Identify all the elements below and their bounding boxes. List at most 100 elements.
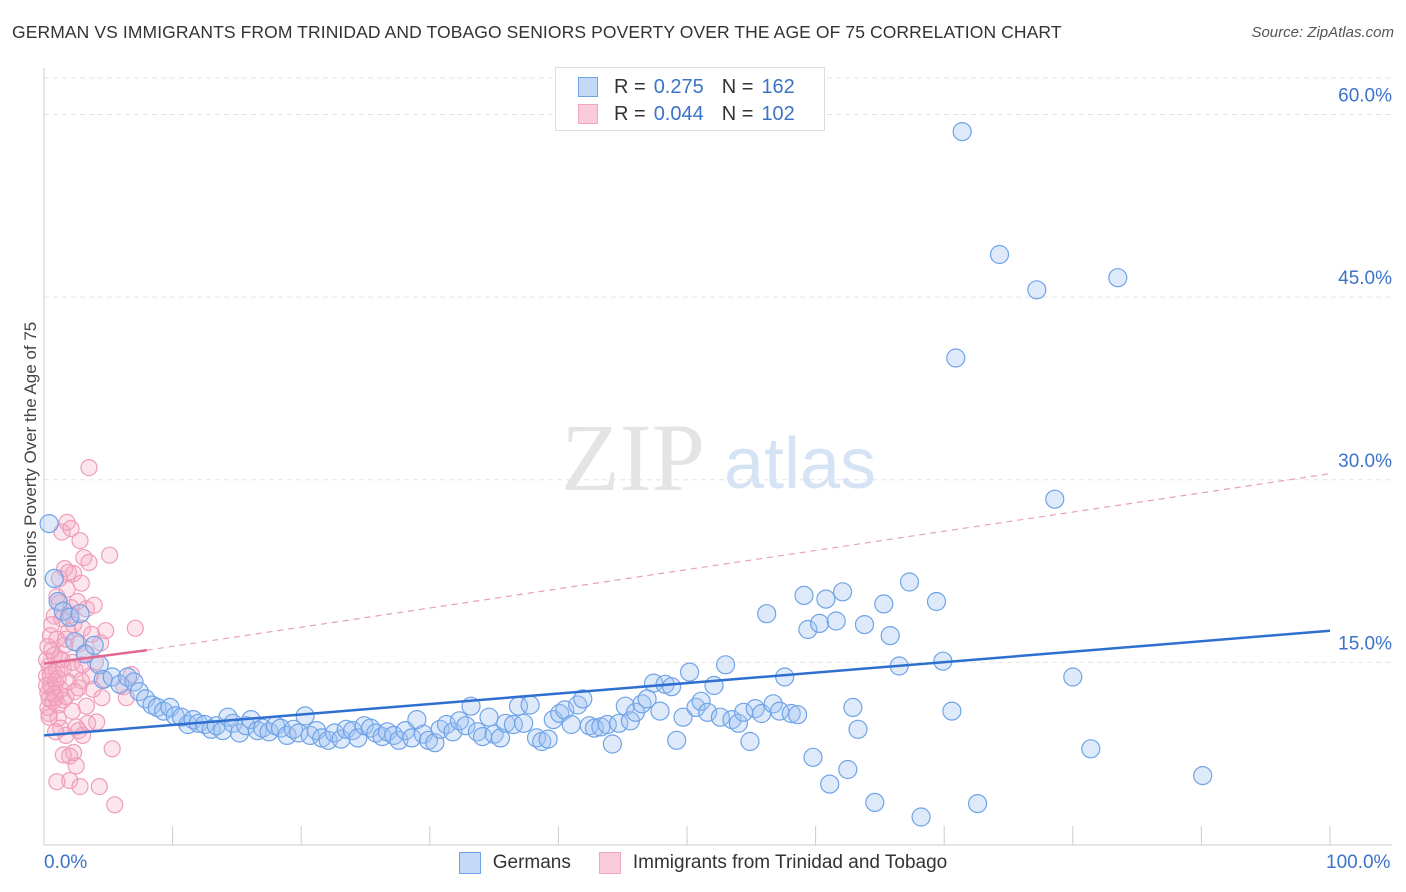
trend-line-germans	[43, 629, 1331, 737]
data-point-germans	[946, 348, 966, 368]
chart-title: GERMAN VS IMMIGRANTS FROM TRINIDAD AND T…	[12, 22, 1062, 42]
legend-n-label: N =	[721, 75, 754, 98]
x-tick-label-min: 0.0%	[44, 852, 88, 873]
data-point-trinidad	[43, 615, 61, 634]
data-point-germans	[832, 582, 853, 602]
data-point-germans	[129, 681, 149, 702]
legend-swatch-trinidad	[578, 104, 598, 124]
data-point-germans	[65, 632, 85, 652]
data-point-germans	[728, 713, 749, 733]
data-point-germans	[102, 667, 122, 687]
data-point-germans	[763, 694, 783, 714]
data-point-germans	[826, 611, 846, 631]
data-point-germans	[490, 728, 511, 748]
data-point-germans	[479, 707, 499, 727]
data-point-germans	[602, 734, 623, 754]
data-point-germans	[1045, 489, 1065, 509]
data-point-germans	[44, 568, 64, 589]
data-point-germans	[794, 585, 814, 606]
data-point-germans	[667, 730, 687, 750]
data-point-trinidad	[93, 689, 111, 707]
data-point-germans	[697, 702, 718, 722]
data-point-germans	[967, 793, 988, 814]
data-point-germans	[561, 714, 581, 735]
data-point-trinidad	[70, 635, 88, 653]
legend-swatch-germans	[578, 77, 598, 97]
data-point-trinidad	[39, 637, 57, 656]
data-point-germans	[550, 703, 570, 724]
data-point-germans	[838, 759, 858, 780]
data-point-germans	[60, 607, 80, 627]
data-point-trinidad	[40, 708, 58, 726]
y-tick-label: 60.0%	[1338, 86, 1392, 107]
data-point-germans	[236, 716, 256, 736]
data-point-germans	[803, 747, 823, 767]
data-point-germans	[809, 613, 830, 634]
data-point-germans	[820, 774, 840, 794]
data-point-germans	[348, 728, 368, 748]
data-point-trinidad	[80, 459, 98, 477]
data-point-germans	[283, 719, 304, 739]
data-point-trinidad	[66, 682, 84, 701]
data-point-germans	[673, 707, 693, 727]
data-point-germans	[84, 635, 104, 655]
legend-r-label: R =	[614, 75, 646, 98]
series-germans-points	[39, 122, 1213, 827]
data-point-trinidad	[53, 523, 71, 541]
data-point-germans	[848, 719, 868, 739]
legend-r-value: 0.275	[653, 75, 704, 98]
data-point-germans	[715, 655, 736, 675]
data-point-trinidad	[70, 721, 88, 740]
legend-r-value: 0.044	[653, 102, 704, 125]
data-point-germans	[757, 604, 777, 624]
legend-row-germans: R = 0.275 N = 162	[578, 75, 795, 99]
data-point-germans	[989, 244, 1010, 265]
data-point-trinidad	[49, 709, 67, 728]
data-point-germans	[661, 677, 682, 697]
data-point-trinidad	[106, 796, 124, 814]
data-point-trinidad	[71, 777, 89, 796]
data-point-germans	[942, 701, 962, 721]
legend-label-germans: Germans	[492, 852, 571, 873]
data-point-trinidad	[71, 531, 89, 550]
data-point-germans	[1063, 667, 1083, 687]
data-point-germans	[39, 513, 59, 534]
data-point-germans	[843, 697, 863, 718]
data-point-trinidad	[85, 596, 103, 614]
data-point-germans	[899, 572, 920, 592]
data-point-germans	[1081, 739, 1101, 759]
data-point-germans	[1108, 268, 1128, 288]
data-point-germans	[722, 709, 742, 730]
legend-item-trinidad: Immigrants from Trinidad and Tobago	[598, 852, 947, 874]
trend-lines	[43, 473, 1331, 737]
data-point-germans	[775, 667, 795, 687]
legend-r-label: R =	[614, 102, 646, 125]
data-point-trinidad	[77, 697, 96, 715]
legend-n-value: 102	[761, 102, 795, 125]
data-point-germans	[650, 701, 670, 721]
data-point-germans	[573, 689, 593, 709]
legend-swatch-trinidad	[598, 852, 621, 874]
y-tick-labels: 15.0% 30.0% 45.0% 60.0%	[1338, 86, 1392, 655]
y-tick-label: 30.0%	[1338, 451, 1392, 472]
data-point-germans	[781, 703, 801, 724]
data-point-trinidad	[45, 685, 63, 703]
data-point-germans	[952, 122, 972, 142]
legend-swatch-germans	[458, 852, 481, 874]
data-point-germans	[124, 672, 144, 692]
data-point-germans	[538, 729, 558, 749]
watermark-atlas: atlas	[724, 424, 876, 504]
data-point-germans	[769, 701, 790, 721]
data-point-germans	[503, 714, 524, 735]
data-point-trinidad	[61, 771, 79, 790]
data-point-germans	[1027, 280, 1047, 300]
data-point-trinidad	[126, 619, 144, 637]
data-point-germans	[1193, 765, 1213, 786]
data-point-germans	[880, 625, 900, 646]
data-point-germans	[787, 705, 808, 725]
data-point-germans	[679, 662, 700, 682]
data-point-germans	[710, 707, 731, 727]
trend-line-trinidad-extension	[146, 473, 1331, 651]
correlation-legend: R = 0.275 N = 162 R = 0.044 N = 102	[555, 67, 825, 131]
